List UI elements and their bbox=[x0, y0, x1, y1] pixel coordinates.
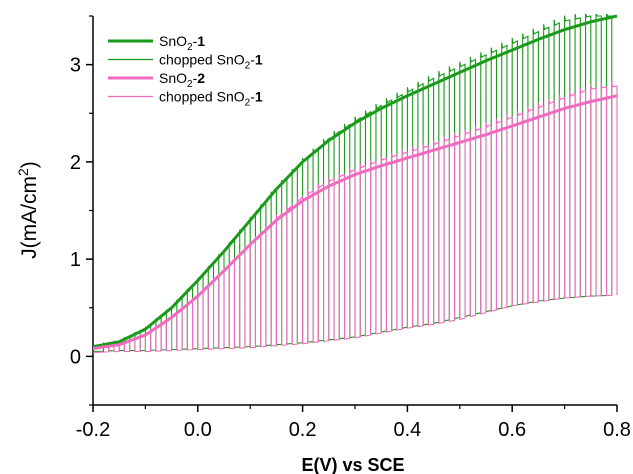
axes bbox=[86, 15, 618, 412]
x-tick-label: -0.2 bbox=[76, 419, 110, 441]
series-line-thick bbox=[93, 14, 618, 349]
x-tick-label: 0.6 bbox=[498, 419, 526, 441]
y-tick-label: 0 bbox=[70, 346, 81, 368]
x-tick-label: 0.4 bbox=[393, 419, 421, 441]
x-axis-title: E(V) vs SCE bbox=[301, 455, 404, 474]
y-tick-label: 2 bbox=[70, 152, 81, 174]
y-tick-label: 3 bbox=[70, 55, 81, 77]
x-tick-label: 0.8 bbox=[603, 419, 631, 441]
y-axis-title: J(mA/cm2) bbox=[15, 161, 41, 259]
y-axis-title-main: J(mA/cm bbox=[18, 176, 41, 259]
series-line-thick bbox=[93, 94, 618, 351]
x-tick-label: 0.2 bbox=[289, 419, 317, 441]
x-tick-label: 0.0 bbox=[184, 419, 212, 441]
y-tick-labels: 0 1 2 3 bbox=[70, 55, 81, 369]
legend-entry: SnO2-1 bbox=[159, 33, 205, 53]
y-axis-title-tail: ) bbox=[18, 161, 41, 168]
series-line-chopped bbox=[93, 14, 613, 353]
legend-entry: chopped SnO2-1 bbox=[159, 52, 263, 72]
y-axis-title-sup: 2 bbox=[15, 168, 31, 176]
y-tick-label: 1 bbox=[70, 249, 81, 271]
x-tick-labels: -0.2 0.0 0.2 0.4 0.6 0.8 bbox=[76, 419, 631, 441]
series-layer bbox=[93, 14, 618, 354]
series-line-chopped bbox=[93, 81, 618, 354]
legend-entry: chopped SnO2-1 bbox=[159, 89, 263, 109]
legend-entry: SnO2-2 bbox=[159, 70, 205, 90]
